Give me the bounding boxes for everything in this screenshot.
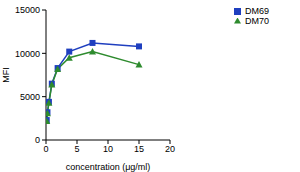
svg-text:concentration (μg/ml): concentration (μg/ml)	[66, 162, 151, 172]
svg-text:10000: 10000	[15, 49, 40, 59]
html-text:DM69: DM69	[245, 6, 269, 16]
svg-text:15: 15	[134, 144, 144, 154]
svg-text:10: 10	[103, 144, 113, 154]
svg-text:0: 0	[43, 144, 48, 154]
svg-text:20: 20	[165, 144, 175, 154]
svg-text:5000: 5000	[20, 92, 40, 102]
svg-text:0: 0	[35, 135, 40, 145]
svg-text:15000: 15000	[15, 5, 40, 15]
svg-text:MFI: MFI	[8, 67, 11, 83]
svg-text:5: 5	[74, 144, 79, 154]
html-text:DM70: DM70	[245, 16, 269, 26]
